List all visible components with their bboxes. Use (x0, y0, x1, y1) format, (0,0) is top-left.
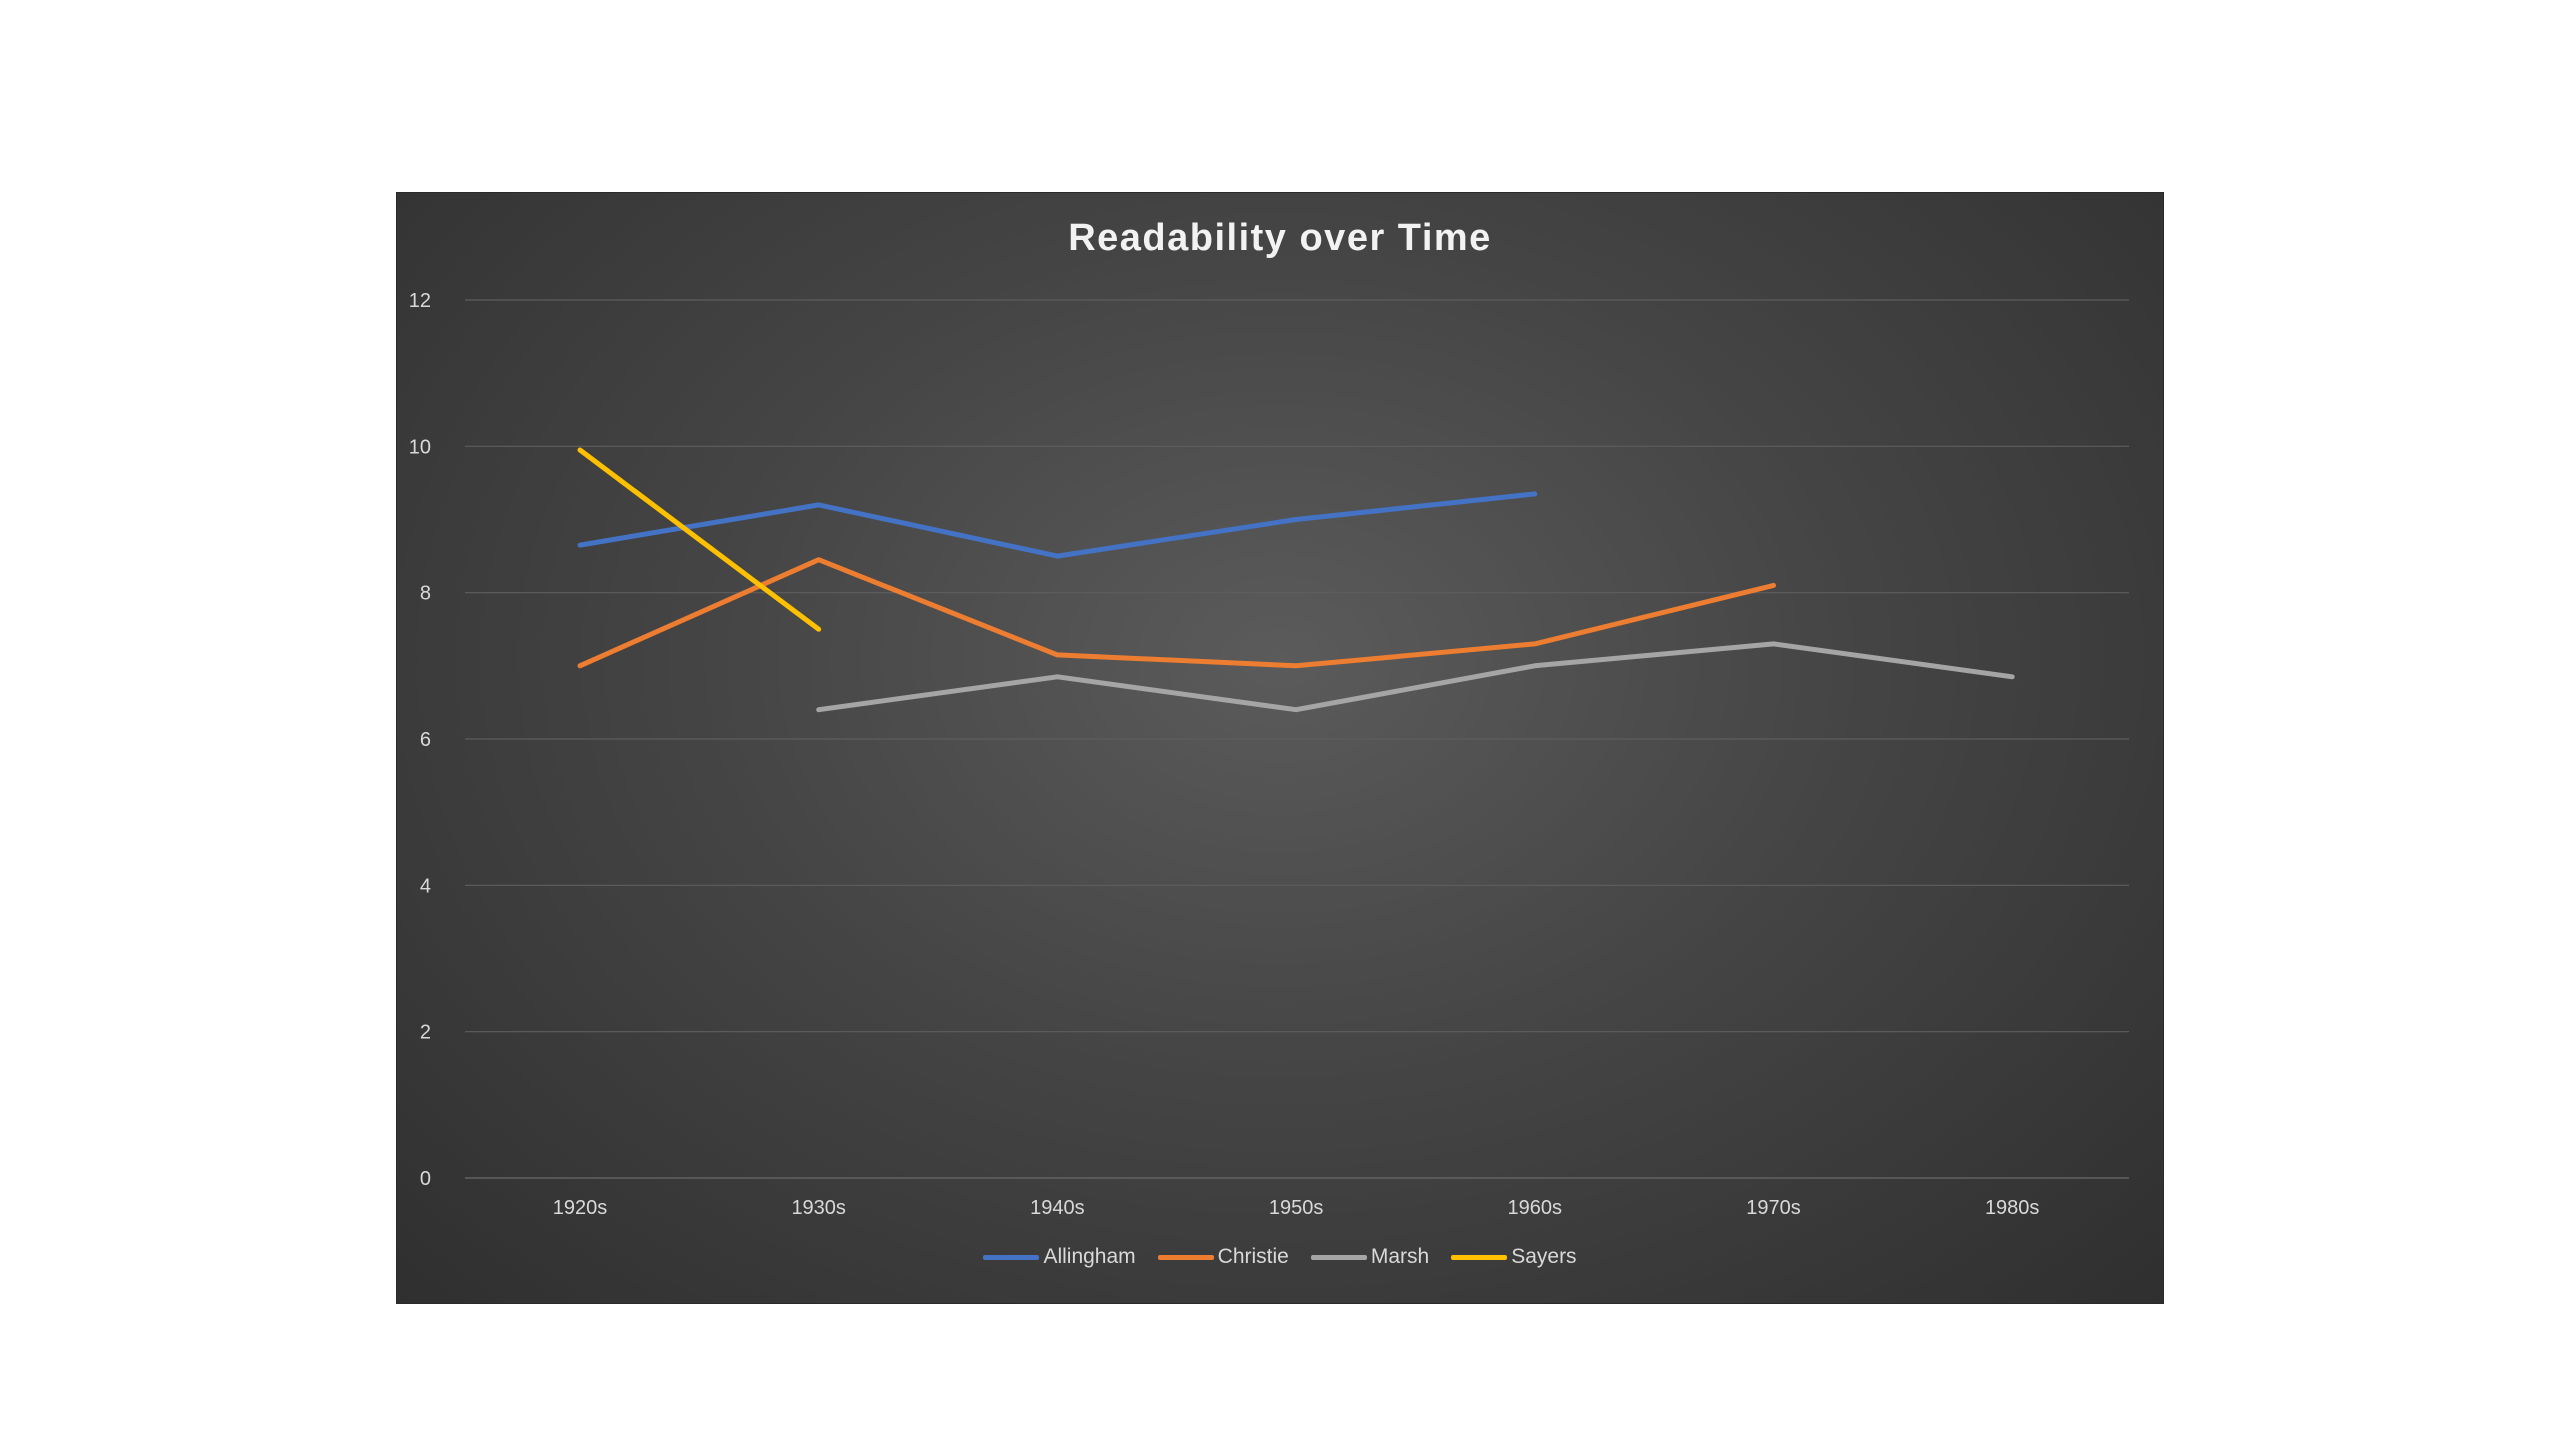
legend-swatch (1310, 1254, 1367, 1260)
x-tick-label: 1940s (1030, 1197, 1085, 1219)
series-line-sayers (577, 447, 822, 632)
legend-item-christie: Christie (1157, 1245, 1289, 1269)
y-tick-label: 12 (409, 290, 431, 312)
y-tick-label: 0 (420, 1168, 431, 1190)
legend-item-allingham: Allingham (983, 1245, 1136, 1269)
y-tick-label: 4 (420, 875, 431, 897)
legend: Allingham Christie Marsh Sayers (397, 1245, 2163, 1269)
y-tick-label: 8 (420, 583, 431, 605)
x-tick-label: 1960s (1508, 1197, 1563, 1219)
legend-swatch (1451, 1254, 1508, 1260)
legend-label: Allingham (1043, 1245, 1136, 1268)
x-tick-label: 1950s (1269, 1197, 1324, 1219)
series-line-marsh (816, 641, 2015, 713)
x-tick-label: 1920s (553, 1197, 608, 1219)
legend-swatch (983, 1254, 1040, 1260)
legend-swatch (1157, 1254, 1214, 1260)
legend-label: Sayers (1511, 1245, 1577, 1268)
chart-panel: Readability over Time 0 2 4 6 8 10 12 1920s 1930… (397, 193, 2163, 1303)
plot-area: 0 2 4 6 8 10 12 1920s 1930s 1940s 1950s 1960s 1970s 1… (409, 290, 2129, 1219)
series-line-allingham (577, 491, 1538, 559)
legend-label: Christie (1217, 1245, 1289, 1268)
chart-title: Readability over Time (1068, 217, 1492, 259)
legend-label: Marsh (1370, 1245, 1430, 1268)
x-tick-label: 1970s (1746, 1197, 1801, 1219)
legend-item-marsh: Marsh (1310, 1245, 1430, 1269)
series-line-christie (577, 557, 1776, 669)
x-tick-label: 1930s (791, 1197, 846, 1219)
y-tick-label: 2 (420, 1022, 431, 1044)
legend-item-sayers: Sayers (1451, 1245, 1577, 1269)
x-tick-label: 1980s (1985, 1197, 2040, 1219)
y-tick-label: 10 (409, 436, 431, 458)
y-tick-label: 6 (420, 729, 431, 751)
